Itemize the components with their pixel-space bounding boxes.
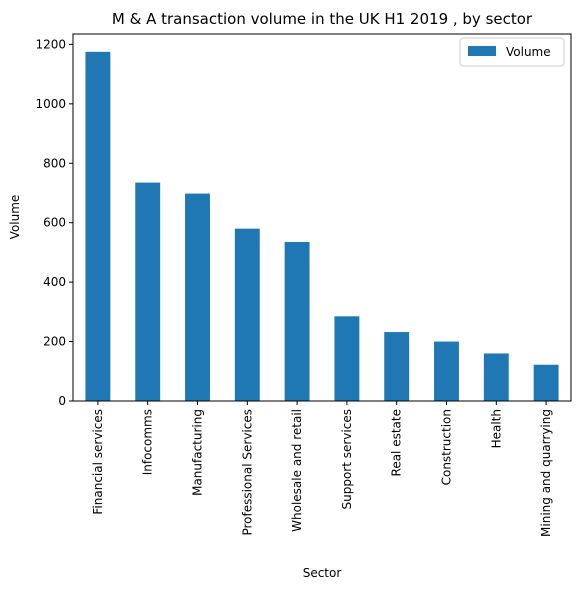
bar bbox=[533, 364, 559, 401]
bar bbox=[284, 242, 310, 401]
bar bbox=[384, 332, 410, 401]
bar bbox=[234, 228, 260, 401]
legend-label: Volume bbox=[506, 45, 551, 59]
x-tick-label: Mining and quarrying bbox=[539, 409, 553, 537]
bar bbox=[483, 353, 509, 401]
x-tick-label: Health bbox=[489, 409, 503, 448]
bar bbox=[85, 51, 111, 402]
plot-frame bbox=[72, 33, 572, 402]
y-tick-label: 1200 bbox=[35, 37, 66, 51]
legend-box bbox=[459, 37, 565, 67]
y-tick-label: 0 bbox=[58, 394, 66, 408]
bar bbox=[334, 316, 360, 401]
x-axis-ticks: Financial services Infocomms Manufacturing… bbox=[91, 401, 553, 537]
x-tick-label: Support services bbox=[340, 409, 354, 510]
x-tick-label: Wholesale and retail bbox=[290, 409, 304, 532]
x-tick-label: Infocomms bbox=[141, 409, 155, 475]
y-axis-ticks: 0 200 400 600 800 1000 1200 bbox=[35, 37, 73, 408]
bar bbox=[434, 341, 459, 401]
x-tick-label: Construction bbox=[440, 409, 454, 485]
y-tick-label: 600 bbox=[43, 216, 66, 230]
y-axis-label: Volume bbox=[8, 195, 22, 240]
x-tick-label: Financial services bbox=[91, 409, 105, 515]
legend-swatch bbox=[468, 46, 496, 56]
x-tick-label: Real estate bbox=[390, 409, 404, 476]
x-tick-label: Professional Services bbox=[240, 409, 254, 536]
bar bbox=[135, 182, 161, 401]
x-tick-label: Manufacturing bbox=[191, 409, 205, 496]
legend: Volume bbox=[459, 37, 565, 67]
y-tick-label: 800 bbox=[43, 156, 66, 170]
x-axis-label: Sector bbox=[303, 566, 342, 580]
chart-title: M & A transaction volume in the UK H1 20… bbox=[112, 10, 533, 28]
bars-group bbox=[85, 51, 559, 402]
y-tick-label: 200 bbox=[43, 335, 66, 349]
y-tick-label: 1000 bbox=[35, 97, 66, 111]
y-tick-label: 400 bbox=[43, 275, 66, 289]
bar bbox=[185, 193, 210, 401]
